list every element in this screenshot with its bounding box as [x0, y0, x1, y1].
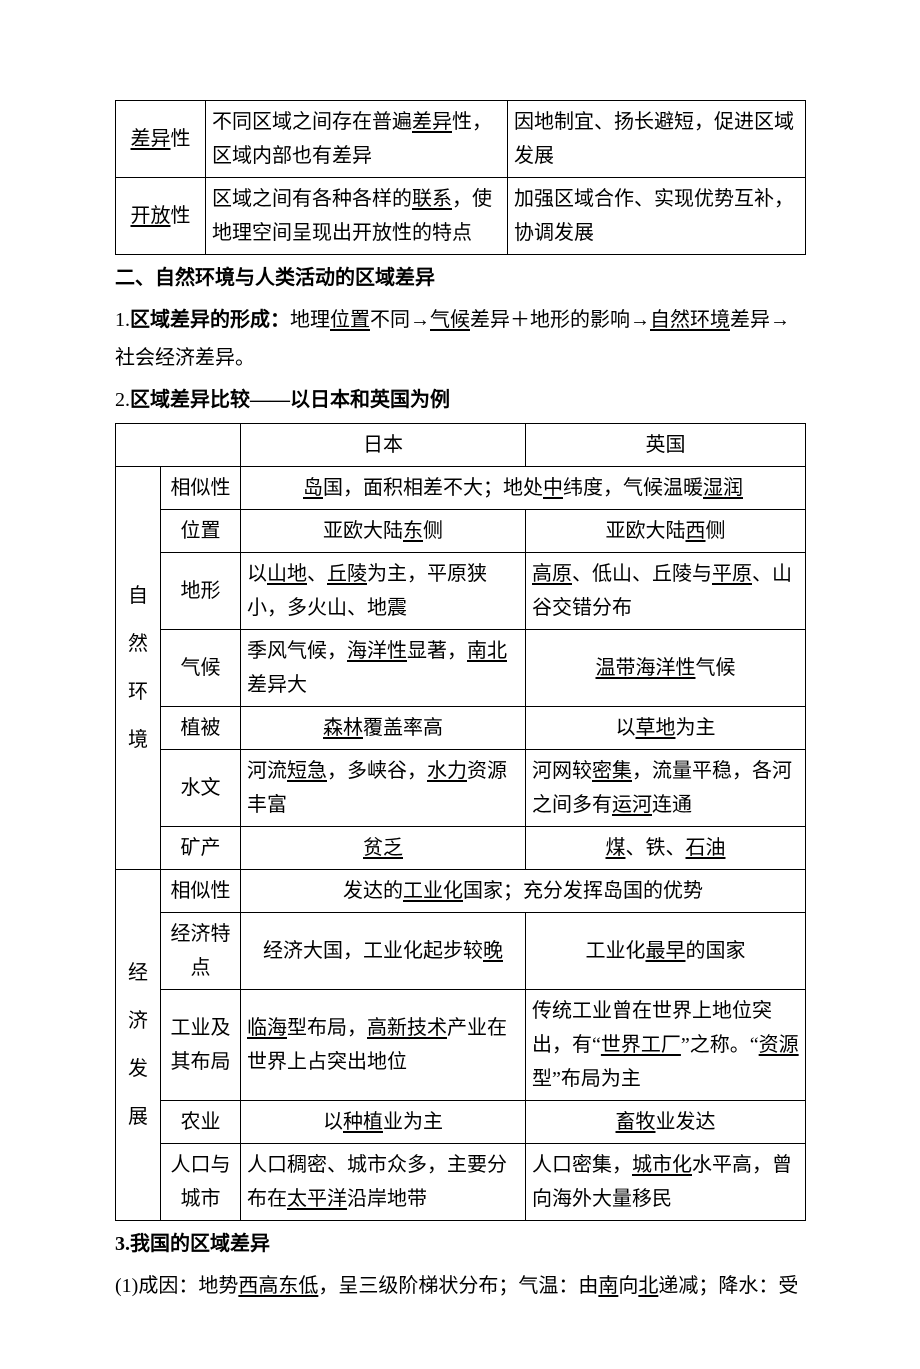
table-row-label: 矿产	[161, 827, 241, 870]
table-cell: 临海型布局，高新技术产业在世界上占突出地位	[241, 990, 526, 1101]
table-cell: 经济大国，工业化起步较晚	[241, 913, 526, 990]
table-row-label: 经济特点	[161, 913, 241, 990]
table-row-label: 相似性	[161, 870, 241, 913]
section-3-heading: 3.我国的区域差异	[115, 1225, 805, 1263]
section-2-heading: 二、自然环境与人类活动的区域差异	[115, 259, 805, 297]
table-cell: 以种植业为主	[241, 1101, 526, 1144]
table-cell: 以草地为主	[526, 707, 806, 750]
table-cell: 河网较密集，流量平稳，各河之间多有运河连通	[526, 750, 806, 827]
table-row-label: 开放性	[116, 178, 206, 255]
table-row-label: 农业	[161, 1101, 241, 1144]
table-group-label: 自然环境	[116, 467, 161, 870]
table-cell: 季风气候，海洋性显著，南北差异大	[241, 630, 526, 707]
table-group-label: 经济发展	[116, 870, 161, 1221]
table-row-label: 相似性	[161, 467, 241, 510]
table-cell: 工业化最早的国家	[526, 913, 806, 990]
table-cell: 加强区域合作、实现优势互补，协调发展	[508, 178, 806, 255]
table-row-label: 工业及其布局	[161, 990, 241, 1101]
table-cell: 人口稠密、城市众多，主要分布在太平洋沿岸地带	[241, 1144, 526, 1221]
table-row-label: 气候	[161, 630, 241, 707]
table-row-label: 水文	[161, 750, 241, 827]
document-page: 差异性不同区域之间存在普遍差异性，区域内部也有差异因地制宜、扬长避短，促进区域发…	[0, 0, 920, 1369]
section-2-line-1: 1.区域差异的形成：地理位置不同→气候差异＋地形的影响→自然环境差异→社会经济差…	[115, 301, 805, 377]
table-cell: 区域之间有各种各样的联系，使地理空间呈现出开放性的特点	[206, 178, 508, 255]
table-row-label: 植被	[161, 707, 241, 750]
table-cell: 河流短急，多峡谷，水力资源丰富	[241, 750, 526, 827]
table-cell: 煤、铁、石油	[526, 827, 806, 870]
table-cell: 人口密集，城市化水平高，曾向海外大量移民	[526, 1144, 806, 1221]
table-cell: 温带海洋性气候	[526, 630, 806, 707]
table-row-label: 位置	[161, 510, 241, 553]
table-row-label: 地形	[161, 553, 241, 630]
table-cell: 亚欧大陆东侧	[241, 510, 526, 553]
section-2-line-2: 2.区域差异比较——以日本和英国为例	[115, 381, 805, 419]
table-cell: 不同区域之间存在普遍差异性，区域内部也有差异	[206, 101, 508, 178]
table-cell: 畜牧业发达	[526, 1101, 806, 1144]
table-header-jp: 日本	[241, 424, 526, 467]
table-cell: 亚欧大陆西侧	[526, 510, 806, 553]
table-cell: 高原、低山、丘陵与平原、山谷交错分布	[526, 553, 806, 630]
table-cell: 发达的工业化国家；充分发挥岛国的优势	[241, 870, 806, 913]
table-cell: 传统工业曾在世界上地位突出，有“世界工厂”之称。“资源型”布局为主	[526, 990, 806, 1101]
section-3-line-1: (1)成因：地势西高东低，呈三级阶梯状分布；气温：由南向北递减；降水：受	[115, 1267, 805, 1305]
table-cell: 以山地、丘陵为主，平原狭小，多火山、地震	[241, 553, 526, 630]
table-cell: 因地制宜、扬长避短，促进区域发展	[508, 101, 806, 178]
table-cell: 岛国，面积相差不大；地处中纬度，气候温暖湿润	[241, 467, 806, 510]
table-cell: 森林覆盖率高	[241, 707, 526, 750]
table-row-label: 人口与城市	[161, 1144, 241, 1221]
table-header-uk: 英国	[526, 424, 806, 467]
table-cell: 贫乏	[241, 827, 526, 870]
table-row-label: 差异性	[116, 101, 206, 178]
table-japan-uk: 日本英国自然环境相似性岛国，面积相差不大；地处中纬度，气候温暖湿润位置亚欧大陆东…	[115, 423, 806, 1221]
table-region-traits: 差异性不同区域之间存在普遍差异性，区域内部也有差异因地制宜、扬长避短，促进区域发…	[115, 100, 806, 255]
table-header-blank	[116, 424, 241, 467]
